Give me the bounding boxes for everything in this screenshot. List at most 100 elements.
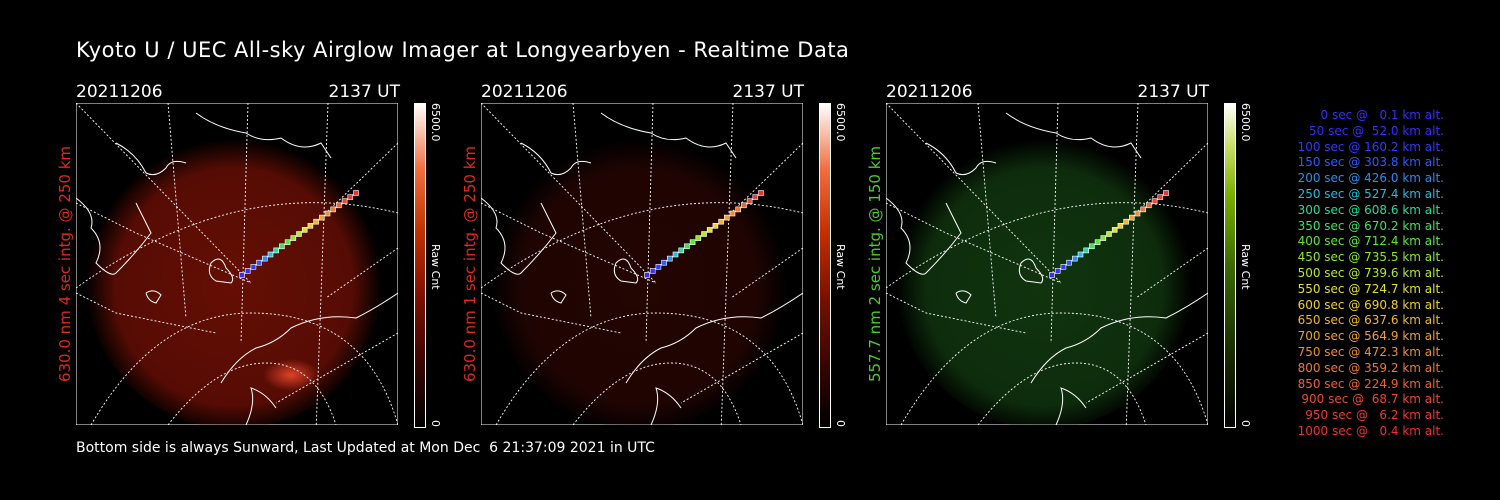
legend-entry: 750 sec @ 472.3 km alt.	[1297, 344, 1444, 359]
legend-entry: 850 sec @ 224.9 km alt.	[1297, 376, 1444, 391]
track-point	[301, 227, 308, 233]
legend-entry: 550 sec @ 724.7 km alt.	[1297, 281, 1444, 296]
panel-1-colorbar-unit: Raw Cnt	[429, 244, 442, 290]
track-point	[1094, 239, 1101, 245]
track-point	[1123, 218, 1129, 225]
track-point	[353, 190, 359, 196]
track-point	[324, 210, 331, 217]
track-point	[284, 239, 291, 245]
track-point	[1106, 231, 1112, 237]
track-point	[758, 190, 764, 196]
track-point	[1066, 259, 1072, 266]
legend-entry: 0 sec @ 0.1 km alt.	[1320, 108, 1445, 122]
panel-2-colorbar-min: 0	[834, 420, 847, 427]
legend-entry: 250 sec @ 527.4 km alt.	[1297, 186, 1444, 201]
track-point	[701, 231, 707, 237]
track-point	[1157, 194, 1164, 200]
panel-3-time: 2137 UT	[1137, 82, 1210, 102]
track-point	[256, 259, 262, 266]
track-point	[1049, 272, 1055, 278]
panel-1-allsky-image	[76, 103, 398, 425]
track-point	[746, 198, 753, 204]
track-point	[706, 227, 713, 233]
panel-3-colorbar-max: 6500.0	[1239, 103, 1252, 142]
track-point	[1077, 251, 1084, 258]
track-point	[735, 206, 741, 213]
panel-3-colorbar	[1224, 103, 1236, 428]
airglow-field	[491, 133, 787, 425]
legend-entry: 350 sec @ 670.2 km alt.	[1297, 218, 1444, 233]
track-point	[279, 243, 285, 250]
panel-3-date: 20211206	[886, 82, 973, 102]
track-point	[729, 210, 736, 217]
legend-entry: 150 sec @ 303.8 km alt.	[1297, 155, 1444, 170]
panel-3-wavelength-label: 557.7 nm 2 sec intg. @ 150 km	[866, 145, 884, 383]
track-point	[712, 223, 719, 229]
track-point	[290, 235, 297, 241]
legend-entry: 650 sec @ 637.6 km alt.	[1297, 313, 1444, 328]
track-point	[341, 198, 348, 204]
panel-1-colorbar-max: 6500.0	[429, 103, 442, 142]
legend-entry: 600 sec @ 690.8 km alt.	[1297, 297, 1444, 312]
legend-entry: 800 sec @ 359.2 km alt.	[1297, 360, 1444, 375]
legend-entry: 500 sec @ 739.6 km alt.	[1297, 265, 1444, 280]
track-point	[267, 251, 274, 258]
track-point	[1054, 268, 1061, 274]
track-point	[649, 268, 656, 274]
track-point	[1163, 190, 1169, 196]
track-point	[678, 247, 684, 254]
track-point	[724, 214, 730, 221]
legend-entry: 100 sec @ 160.2 km alt.	[1297, 139, 1444, 154]
panel-1-wavelength-label: 630.0 nm 4 sec intg. @ 250 km	[56, 145, 74, 383]
track-point	[752, 194, 759, 200]
track-point	[684, 243, 690, 250]
legend-entry: 450 sec @ 735.5 km alt.	[1297, 250, 1444, 265]
track-point	[273, 247, 279, 254]
coastlines	[481, 112, 803, 425]
track-point	[1100, 235, 1107, 241]
track-point	[1151, 198, 1158, 204]
legend-entry: 900 sec @ 68.7 km alt.	[1301, 392, 1444, 407]
track-point	[672, 251, 679, 258]
track-point	[689, 239, 696, 245]
track-point	[307, 223, 314, 229]
panel-1-time: 2137 UT	[328, 82, 401, 102]
track-point	[1140, 206, 1146, 213]
panel-3-colorbar-unit: Raw Cnt	[1239, 244, 1252, 290]
track-point	[336, 202, 342, 209]
track-point	[1146, 202, 1152, 209]
satellite-track-legend: 0 sec @ 0.1 km alt. 50 sec @ 52.0 km alt.…	[1262, 108, 1444, 440]
aurora-spot	[263, 359, 319, 391]
panel-1-colorbar	[414, 103, 426, 428]
panel-3-allsky-image	[886, 103, 1208, 425]
panel-1-colorbar-min: 0	[429, 420, 442, 427]
panel-2-colorbar	[819, 103, 831, 428]
track-point	[262, 255, 268, 262]
panel-2-allsky-image	[481, 103, 803, 425]
track-point	[244, 268, 251, 274]
panel-2-colorbar-unit: Raw Cnt	[834, 244, 847, 290]
panel-3-colorbar-min: 0	[1239, 420, 1252, 427]
track-point	[1072, 255, 1078, 262]
track-point	[1117, 223, 1124, 229]
legend-entry: 1000 sec @ 0.4 km alt.	[1297, 423, 1444, 438]
airglow-field	[896, 133, 1192, 425]
coastlines	[886, 112, 1208, 425]
graticule	[76, 103, 398, 425]
track-point	[296, 231, 302, 237]
track-point	[1083, 247, 1089, 254]
track-point	[250, 264, 257, 270]
track-point	[1060, 264, 1067, 270]
track-point	[1129, 214, 1135, 221]
coastlines	[76, 112, 398, 425]
track-point	[718, 218, 724, 225]
graticule	[886, 103, 1208, 425]
airglow-field	[86, 133, 382, 425]
track-point	[1089, 243, 1095, 250]
track-point	[661, 259, 667, 266]
legend-entry: 950 sec @ 6.2 km alt.	[1305, 408, 1444, 423]
panel-2-colorbar-max: 6500.0	[834, 103, 847, 142]
panel-2-wavelength-label: 630.0 nm 1 sec intg. @ 250 km	[461, 145, 479, 383]
legend-entry: 400 sec @ 712.4 km alt.	[1297, 234, 1444, 249]
track-point	[347, 194, 354, 200]
